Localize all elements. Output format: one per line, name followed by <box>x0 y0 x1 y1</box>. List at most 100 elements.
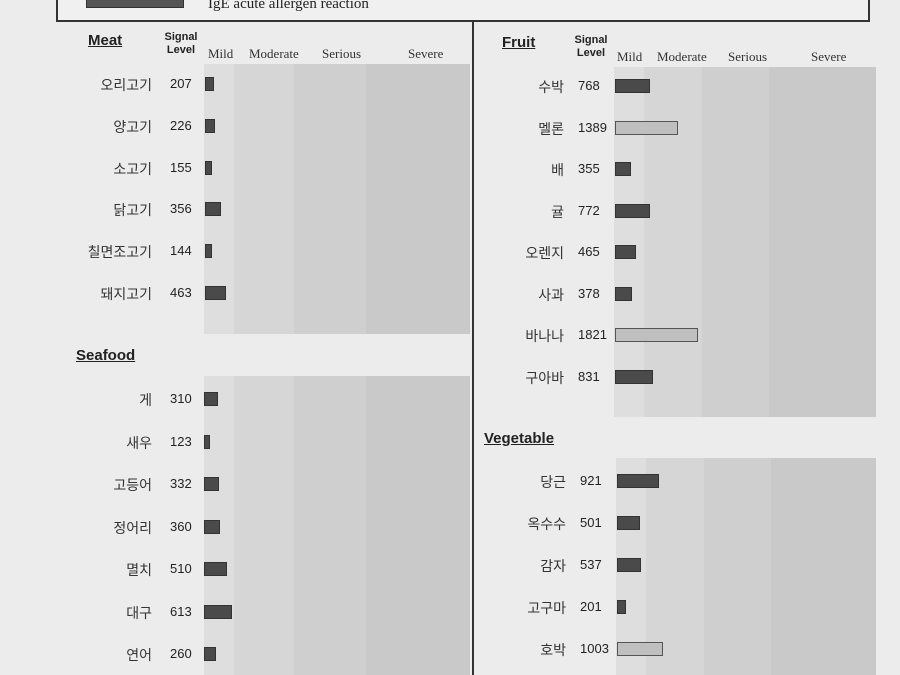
signal-level-bar <box>204 562 227 576</box>
signal-level-bar <box>615 245 636 259</box>
signal-level-value: 537 <box>580 557 602 572</box>
severity-serious-label: Serious <box>728 49 767 64</box>
severity-band <box>769 67 876 417</box>
chart-panel <box>204 376 470 675</box>
signal-level-bar <box>617 600 626 614</box>
allergen-name: 당근 <box>540 475 566 491</box>
signal-header-line1: Signal <box>164 31 198 43</box>
legend-box: IgE acute allergen reaction <box>56 0 870 22</box>
signal-level-value: 1003 <box>580 641 609 656</box>
allergen-name: 귤 <box>551 204 564 221</box>
allergen-name: 게 <box>139 393 152 409</box>
signal-level-value: 831 <box>578 368 600 384</box>
allergen-name: 멸치 <box>126 563 152 579</box>
signal-level-bar <box>615 162 631 176</box>
allergen-name: 오리고기 <box>100 78 152 94</box>
severity-band <box>644 67 702 417</box>
signal-level-value: 123 <box>170 433 192 449</box>
allergen-name: 닭고기 <box>113 203 152 220</box>
allergen-name: 연어 <box>126 648 152 664</box>
signal-level-value: 201 <box>580 599 602 614</box>
signal-level-value: 1389 <box>578 119 607 135</box>
signal-level-value: 613 <box>170 603 192 619</box>
signal-level-bar <box>205 118 215 133</box>
allergen-name: 대구 <box>126 605 152 622</box>
legend-text: IgE acute allergen reaction <box>208 0 369 12</box>
signal-level-bar <box>617 516 640 530</box>
allergen-name: 멜론 <box>538 121 564 138</box>
allergen-name: 구아바 <box>525 370 564 387</box>
section-title: Vegetable <box>484 430 555 447</box>
severity-band <box>702 67 769 417</box>
allergen-name: 배 <box>551 163 564 179</box>
severity-band <box>294 376 366 675</box>
signal-level-value: 155 <box>170 159 192 175</box>
signal-level-bar <box>205 244 212 259</box>
signal-level-value: 226 <box>170 117 192 133</box>
signal-level-value: 772 <box>578 202 600 218</box>
signal-level-bar <box>615 120 678 135</box>
signal-level-value: 1821 <box>578 327 607 342</box>
chart-panel <box>614 67 876 417</box>
signal-level-value: 510 <box>170 561 192 576</box>
signal-level-bar <box>204 392 218 406</box>
signal-level-bar <box>204 519 220 534</box>
severity-band <box>614 67 644 417</box>
signal-level-bar <box>617 642 663 656</box>
allergen-name: 양고기 <box>113 119 152 136</box>
chart-panel <box>616 458 876 675</box>
signal-level-bar <box>205 77 214 91</box>
allergen-name: 오렌지 <box>525 246 564 262</box>
signal-level-header: Signal Level <box>160 31 202 57</box>
severity-band <box>234 376 294 675</box>
signal-level-value: 360 <box>170 518 192 534</box>
allergen-name: 돼지고기 <box>100 287 152 303</box>
signal-level-bar <box>615 286 632 301</box>
signal-level-value: 356 <box>170 201 192 217</box>
signal-level-header: Signal Level <box>570 34 612 60</box>
allergen-name: 옥수수 <box>527 517 566 533</box>
severity-band <box>366 376 470 675</box>
section-title: Meat <box>88 32 123 49</box>
signal-header-line2: Level <box>576 47 606 59</box>
signal-level-value: 501 <box>580 515 602 530</box>
column-divider <box>472 22 474 675</box>
allergen-name: 고구마 <box>527 601 566 617</box>
signal-level-value: 463 <box>170 285 192 300</box>
signal-level-value: 207 <box>170 76 192 91</box>
severity-band <box>704 458 771 675</box>
chart-panel <box>204 64 470 334</box>
severity-moderate-label: Moderate <box>657 49 707 64</box>
signal-level-value: 378 <box>578 285 600 301</box>
section-title: Seafood <box>76 347 136 364</box>
severity-severe-label: Severe <box>811 49 847 64</box>
legend-swatch <box>86 0 184 8</box>
section-title: Fruit <box>502 34 536 51</box>
severity-mild-label: Mild <box>208 46 234 61</box>
allergen-name: 수박 <box>538 80 564 96</box>
severity-moderate-label: Moderate <box>249 46 299 61</box>
signal-level-value: 260 <box>170 646 192 661</box>
signal-level-value: 332 <box>170 476 192 491</box>
severity-band <box>771 458 876 675</box>
signal-level-bar <box>615 369 653 384</box>
severity-mild-label: Mild <box>617 49 643 64</box>
severity-band <box>646 458 704 675</box>
signal-level-value: 310 <box>170 391 192 406</box>
signal-level-value: 465 <box>578 244 600 259</box>
severity-band <box>294 64 366 334</box>
severity-severe-label: Severe <box>408 46 444 61</box>
severity-band <box>366 64 470 334</box>
allergen-name: 새우 <box>126 435 152 452</box>
allergen-name: 사과 <box>538 287 564 304</box>
severity-band <box>234 64 294 334</box>
signal-level-bar <box>615 328 698 342</box>
signal-level-bar <box>204 477 219 491</box>
signal-level-value: 921 <box>580 473 602 488</box>
signal-header-line1: Signal <box>574 34 608 46</box>
signal-level-bar <box>204 647 216 661</box>
signal-level-bar <box>615 79 650 93</box>
signal-level-bar <box>617 474 659 488</box>
signal-level-value: 144 <box>170 243 192 259</box>
signal-header-line2: Level <box>166 44 196 56</box>
